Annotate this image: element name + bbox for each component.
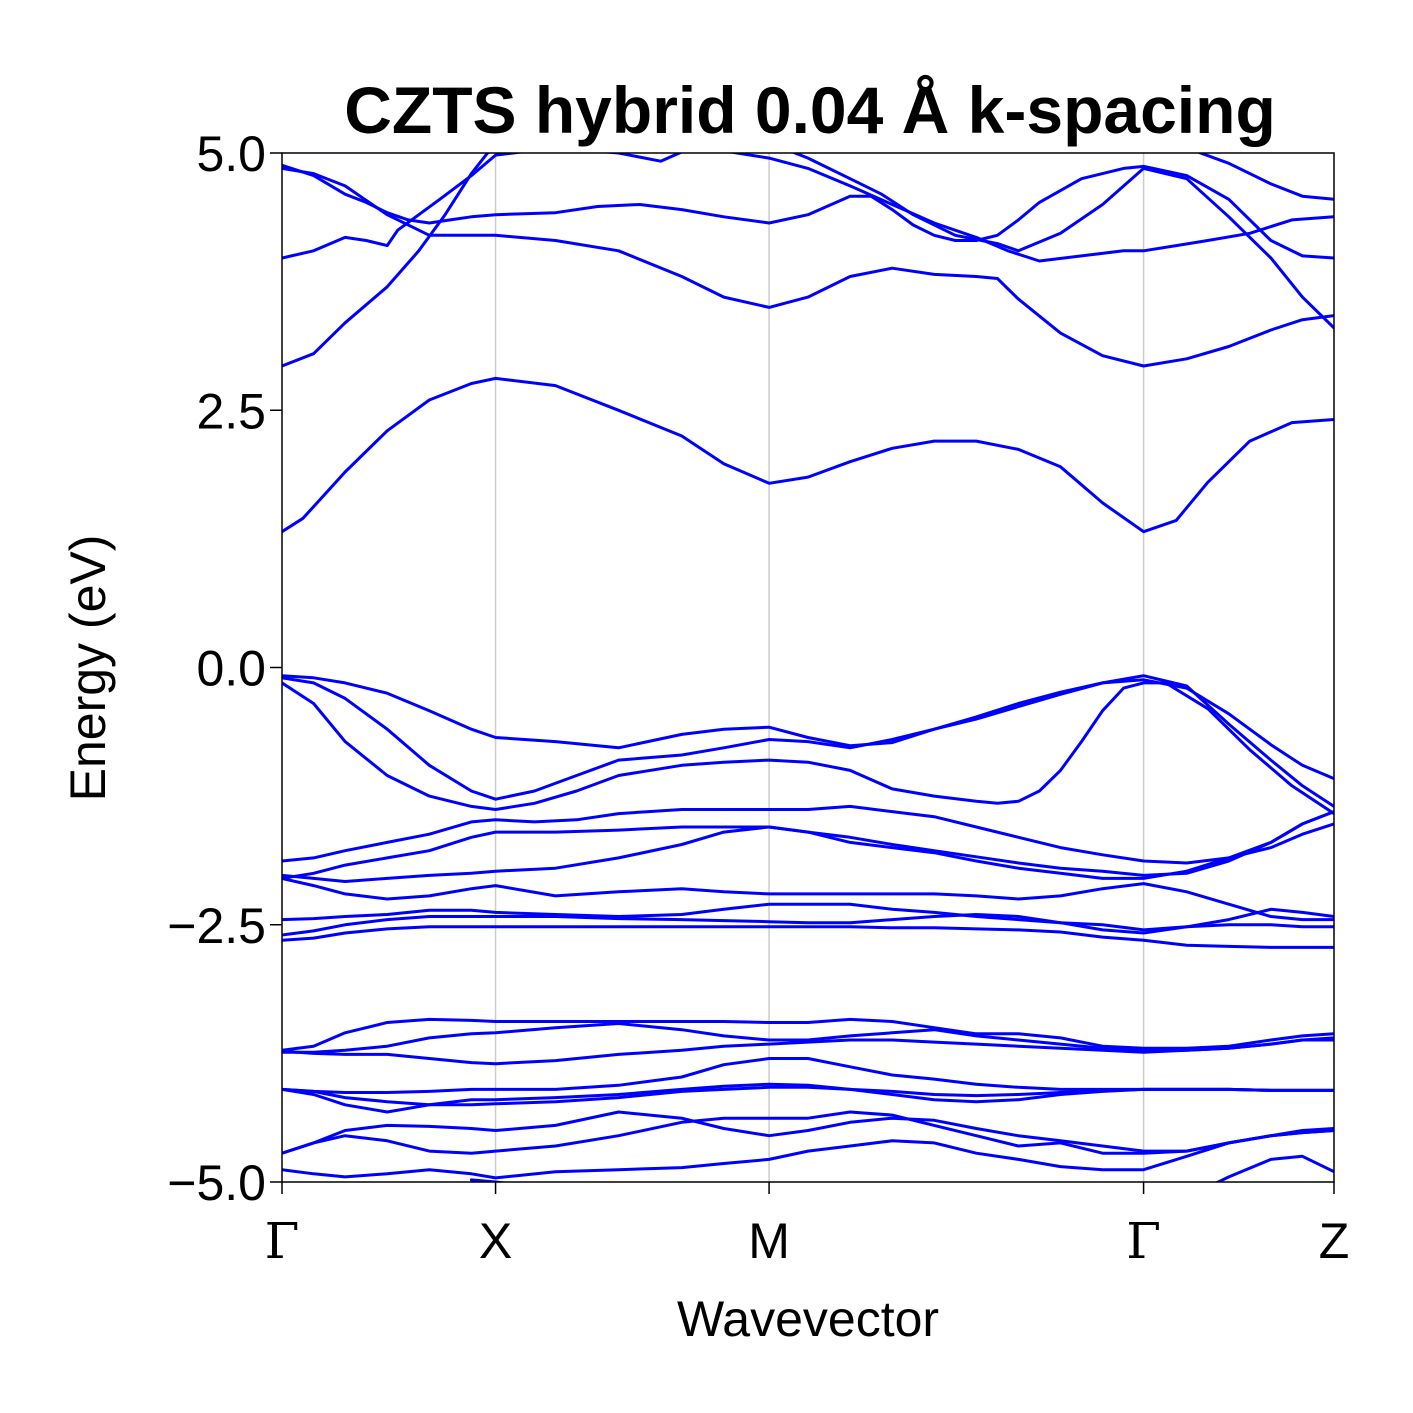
band-line: [282, 1085, 1334, 1107]
y-tick-label: 2.5: [196, 383, 266, 439]
band-lines: [282, 153, 1334, 1182]
y-tick-label: 5.0: [196, 126, 266, 182]
y-axis-title: Energy (eV): [60, 535, 116, 802]
band-line: [282, 913, 1334, 937]
band-line: [282, 1129, 1334, 1180]
band-line: [282, 163, 1334, 260]
kpoint-label: M: [748, 1213, 790, 1269]
plot-frame: [281, 152, 1335, 1183]
band-line: [282, 810, 1334, 883]
band-line: [282, 1110, 1334, 1155]
band-line: [282, 674, 1334, 781]
band-line: [282, 153, 1334, 330]
band-line: [282, 810, 1334, 880]
band-line: [282, 681, 1334, 816]
kpoint-label: X: [479, 1213, 512, 1269]
band-line: [282, 166, 1334, 368]
kpoint-label: Γ: [1126, 1212, 1161, 1270]
kpoint-label: Z: [1319, 1213, 1350, 1269]
y-tick-label: −2.5: [167, 898, 266, 954]
band-line: [1196, 153, 1334, 201]
band-line: [282, 376, 1334, 534]
band-line: [282, 674, 1334, 808]
chart-title: CZTS hybrid 0.04 Å k-spacing: [344, 73, 1276, 147]
band-line: [1214, 1154, 1334, 1182]
band-line: [727, 153, 1334, 263]
band-line: [282, 876, 1334, 922]
y-tick-label: 0.0: [196, 641, 266, 697]
band-line: [282, 804, 1334, 865]
band-line: [282, 925, 1334, 949]
band-line: [469, 1178, 509, 1182]
band-line: [282, 1036, 1334, 1066]
kpoint-label: Γ: [265, 1212, 300, 1270]
kpoint-gridlines: [494, 153, 1145, 1182]
band-line: [282, 1017, 1334, 1052]
y-axis: 5.0 2.5 0.0 −2.5 −5.0: [167, 126, 282, 1211]
y-tick-label: −5.0: [167, 1155, 266, 1211]
x-axis-title: Wavevector: [677, 1291, 939, 1347]
